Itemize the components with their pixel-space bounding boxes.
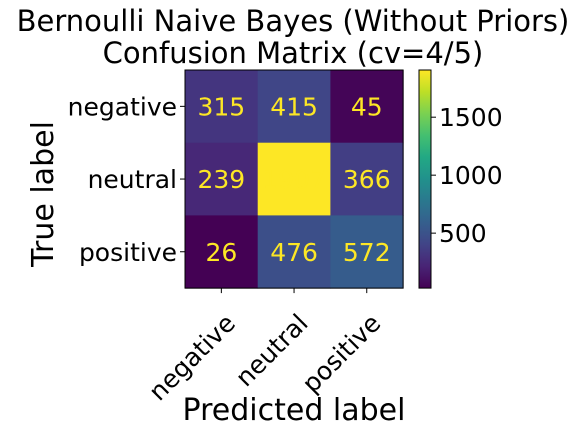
heatmap-cell: [257, 70, 331, 144]
colorbar: 500 1000 1500: [418, 69, 503, 289]
cell-value-label: 45: [351, 92, 383, 121]
chart-title-line2: Confusion Matrix (cv=4/5): [103, 36, 484, 70]
y-tick-label: neutral: [88, 165, 177, 194]
x-axis-label: Predicted label: [183, 393, 406, 428]
colorbar-gradient: [418, 69, 432, 289]
x-tick-label: negative: [143, 309, 241, 407]
cell-value-label: 1907: [262, 165, 326, 194]
heatmap-cell: [330, 70, 404, 144]
cell-value-label: 572: [343, 238, 391, 267]
heatmap-cell: [185, 142, 259, 216]
heatmap-cell: [330, 142, 404, 216]
y-axis-ticks: negative neutral positive: [68, 92, 185, 267]
heatmap-cells: 315 415 45 239 1907 366 26 476 572: [184, 69, 404, 289]
cell-value-label: 26: [205, 238, 237, 267]
y-tick-label: negative: [68, 92, 177, 121]
x-tick-label: positive: [297, 309, 387, 399]
cell-value-label: 315: [197, 92, 245, 121]
cell-value-label: 415: [270, 92, 318, 121]
colorbar-tick-label: 1500: [439, 103, 503, 132]
cell-value-label: 476: [270, 238, 318, 267]
colorbar-tick-label: 500: [439, 219, 487, 248]
heatmap-cell: [330, 215, 404, 289]
y-axis-label: True label: [26, 121, 61, 268]
heatmap-cell: [185, 215, 259, 289]
heatmap-cell: [257, 215, 331, 289]
cell-value-label: 239: [197, 165, 245, 194]
heatmap-cell: [185, 70, 259, 144]
cell-value-label: 366: [343, 165, 391, 194]
colorbar-tick-label: 1000: [439, 161, 503, 190]
chart-title-line1: Bernoulli Naive Bayes (Without Priors): [17, 4, 570, 38]
y-tick-label: positive: [79, 238, 177, 267]
heatmap-cell: [257, 142, 331, 216]
